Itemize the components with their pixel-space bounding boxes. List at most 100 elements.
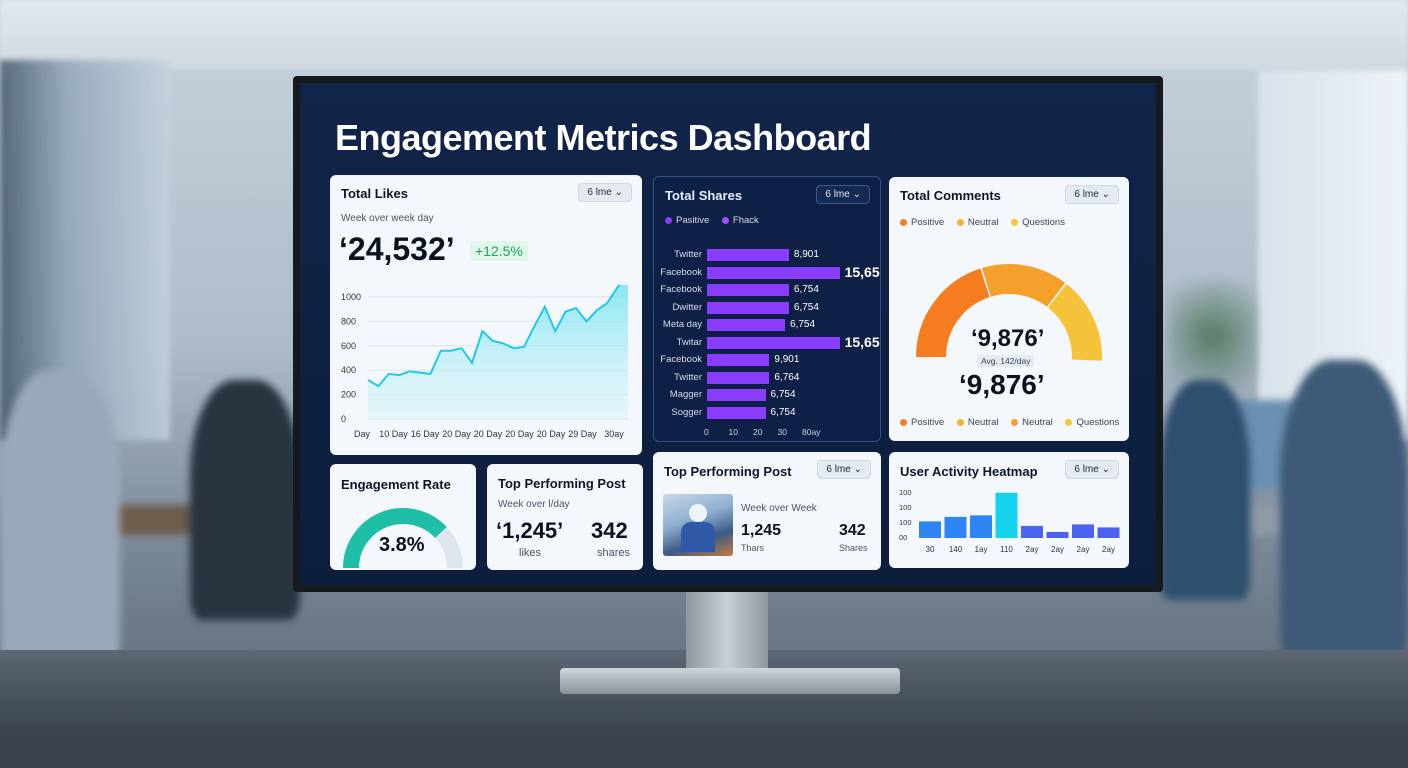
background-person bbox=[190, 380, 300, 620]
legend-label: Fhack bbox=[732, 215, 759, 226]
background-person bbox=[0, 370, 120, 670]
monitor: Engagement Metrics Dashboard Total Likes… bbox=[293, 76, 1163, 592]
rate-gauge-fill bbox=[343, 508, 447, 569]
top-post-b-shares-label: Shares bbox=[839, 543, 868, 553]
engagement-rate-gauge bbox=[343, 508, 463, 569]
top-post-b-subtitle: Week over Week bbox=[741, 503, 817, 514]
y-tick-label: 200 bbox=[341, 390, 356, 400]
heatmap-bar bbox=[1046, 531, 1069, 538]
shares-x-tick: 30 bbox=[777, 427, 787, 437]
heatmap-x-tick: 140 bbox=[949, 545, 963, 554]
thumbnail-figure-body bbox=[681, 522, 715, 552]
legend-item: Neutral bbox=[1011, 417, 1053, 428]
comments-avg: Avg. 142/day bbox=[977, 355, 1035, 367]
heatmap-x-tick: 110 bbox=[1000, 545, 1013, 554]
legend-label: Questions bbox=[1076, 417, 1120, 428]
legend-dot bbox=[721, 216, 729, 224]
comments-value-bottom: ‘9,876’ bbox=[959, 369, 1045, 400]
y-tick-label: 1000 bbox=[341, 292, 361, 302]
heatmap-title: User Activity Heatmap bbox=[900, 464, 1038, 479]
legend-dot bbox=[956, 418, 964, 426]
engagement-rate-title: Engagement Rate bbox=[341, 477, 451, 492]
comments-legend-bottom: Positive Neutral Neutral Questions bbox=[900, 417, 1129, 428]
shares-card-title: Total Shares bbox=[665, 188, 743, 203]
top-post-b-shares-value: 342 bbox=[839, 522, 866, 539]
shares-bar-value: 6,754 bbox=[770, 389, 796, 400]
heatmap-x-tick: 1ay bbox=[975, 545, 988, 554]
heatmap-bar bbox=[1072, 524, 1094, 538]
dashboard-screen: Engagement Metrics Dashboard Total Likes… bbox=[300, 83, 1156, 585]
comments-time-dropdown[interactable]: 6 lme ⌄ bbox=[1065, 185, 1119, 204]
top-post-b-time-dropdown[interactable]: 6 lme ⌄ bbox=[817, 460, 871, 479]
x-tick-label: 20 Day bbox=[537, 429, 566, 439]
shares-bar-value: 6,754 bbox=[770, 406, 796, 418]
likes-value: ‘24,532’ bbox=[339, 231, 455, 267]
heatmap-time-dropdown[interactable]: 6 lme ⌄ bbox=[1065, 460, 1119, 479]
likes-subtitle: Week over week day bbox=[341, 213, 434, 224]
shares-bar bbox=[707, 354, 770, 366]
likes-time-dropdown[interactable]: 6 lme ⌄ bbox=[578, 183, 632, 202]
shares-bar bbox=[707, 406, 766, 419]
heatmap-x-tick: 2ay bbox=[1077, 545, 1090, 554]
legend-label: Neutral bbox=[967, 417, 999, 428]
likes-delta-badge: +12.5% bbox=[470, 241, 528, 261]
shares-x-tick: 10 bbox=[728, 427, 738, 437]
shares-bar-label: Twitter bbox=[674, 371, 702, 383]
x-tick-label: Day bbox=[354, 429, 371, 439]
likes-series-line bbox=[367, 285, 622, 388]
legend-item: Neutral bbox=[956, 217, 999, 228]
shares-bar-chart: Twitter 8,901 Facebook 15,655’ Facebook 6,754… bbox=[656, 249, 880, 439]
shares-bar bbox=[707, 284, 789, 296]
page-title: Engagement Metrics Dashboard bbox=[335, 117, 872, 158]
legend-item: Positive bbox=[900, 417, 944, 428]
comments-gauge-chart bbox=[916, 264, 1102, 361]
shares-bar bbox=[707, 371, 770, 384]
top-post-b-title: Top Performing Post bbox=[664, 464, 792, 479]
shares-time-dropdown[interactable]: 6 lme ⌄ bbox=[816, 185, 870, 204]
comments-value-top: ‘9,876’ bbox=[971, 325, 1045, 352]
y-tick-label: 600 bbox=[341, 341, 356, 351]
heatmap-y-tick: 100 bbox=[899, 488, 912, 497]
likes-card: Total Likes 6 lme ⌄ Week over week day ‘… bbox=[330, 175, 642, 455]
monitor-stand-neck bbox=[686, 588, 768, 670]
top-post-b-likes-label: Thars bbox=[741, 543, 765, 553]
shares-bar-value: 15,655’ bbox=[844, 333, 880, 350]
shares-bar-row: Twitar 15,655’ bbox=[656, 333, 880, 350]
legend-dot bbox=[1011, 218, 1019, 226]
shares-bar-label: Sogger bbox=[671, 406, 702, 418]
x-tick-label: 20 Day bbox=[505, 429, 534, 439]
top-post-b-likes-value: 1,245 bbox=[741, 522, 782, 539]
legend-item: Questions bbox=[1011, 217, 1065, 228]
legend-dot bbox=[665, 216, 672, 224]
heatmap-y-tick: 100 bbox=[899, 518, 912, 527]
x-tick-label: 16 Day bbox=[411, 429, 440, 439]
heatmap-bar bbox=[995, 492, 1018, 538]
shares-bar-row: Facebook 9,901 bbox=[656, 354, 880, 366]
legend-item: Positive bbox=[900, 217, 944, 228]
top-post-a-likes-value: ‘1,245’ bbox=[496, 518, 564, 543]
legend-dot bbox=[900, 218, 907, 226]
x-tick-label: 20 Day bbox=[474, 429, 503, 439]
thumbnail-figure bbox=[689, 504, 707, 522]
top-post-a-title: Top Performing Post bbox=[498, 476, 626, 491]
top-post-thumbnail[interactable] bbox=[663, 494, 733, 556]
heatmap-x-tick: 2ay bbox=[1102, 545, 1115, 554]
shares-bar bbox=[707, 266, 840, 279]
shares-card: Total Shares 6 lme ⌄ Pasitive Fhack Twit… bbox=[653, 176, 881, 442]
likes-area-fill bbox=[368, 285, 628, 419]
shares-bar-value: 6,764 bbox=[774, 371, 800, 383]
heatmap-bar bbox=[1021, 525, 1043, 538]
legend-dot bbox=[900, 418, 907, 426]
shares-bar-value: 8,901 bbox=[793, 249, 819, 260]
y-tick-label: 0 bbox=[341, 414, 346, 424]
background-person bbox=[1160, 380, 1250, 600]
shares-bar-row: Twitter 6,764 bbox=[656, 371, 880, 384]
x-tick-label: 29 Day bbox=[568, 429, 597, 439]
shares-bar-label: Meta day bbox=[662, 319, 702, 330]
shares-bar bbox=[707, 336, 840, 349]
shares-bar-value: 6,754 bbox=[790, 319, 816, 330]
comments-gauge-segment bbox=[916, 268, 991, 358]
shares-bar-value: 15,655’ bbox=[844, 263, 880, 280]
y-tick-label: 800 bbox=[341, 316, 356, 326]
legend-label: Neutral bbox=[967, 217, 999, 228]
